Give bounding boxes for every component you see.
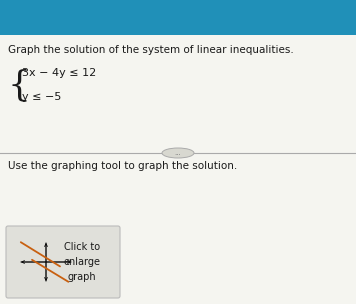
Text: ...: ... xyxy=(175,150,181,156)
Text: Graph the solution of the system of linear inequalities.: Graph the solution of the system of line… xyxy=(8,45,294,55)
FancyBboxPatch shape xyxy=(6,226,120,298)
Text: enlarge: enlarge xyxy=(63,257,100,267)
Text: 3x − 4y ≤ 12: 3x − 4y ≤ 12 xyxy=(22,68,96,78)
Text: graph: graph xyxy=(67,272,96,282)
Text: y ≤ −5: y ≤ −5 xyxy=(22,92,61,102)
FancyBboxPatch shape xyxy=(0,0,356,35)
Text: Use the graphing tool to graph the solution.: Use the graphing tool to graph the solut… xyxy=(8,161,237,171)
Text: Click to: Click to xyxy=(64,242,100,252)
Ellipse shape xyxy=(162,148,194,158)
Text: {: { xyxy=(8,68,31,102)
